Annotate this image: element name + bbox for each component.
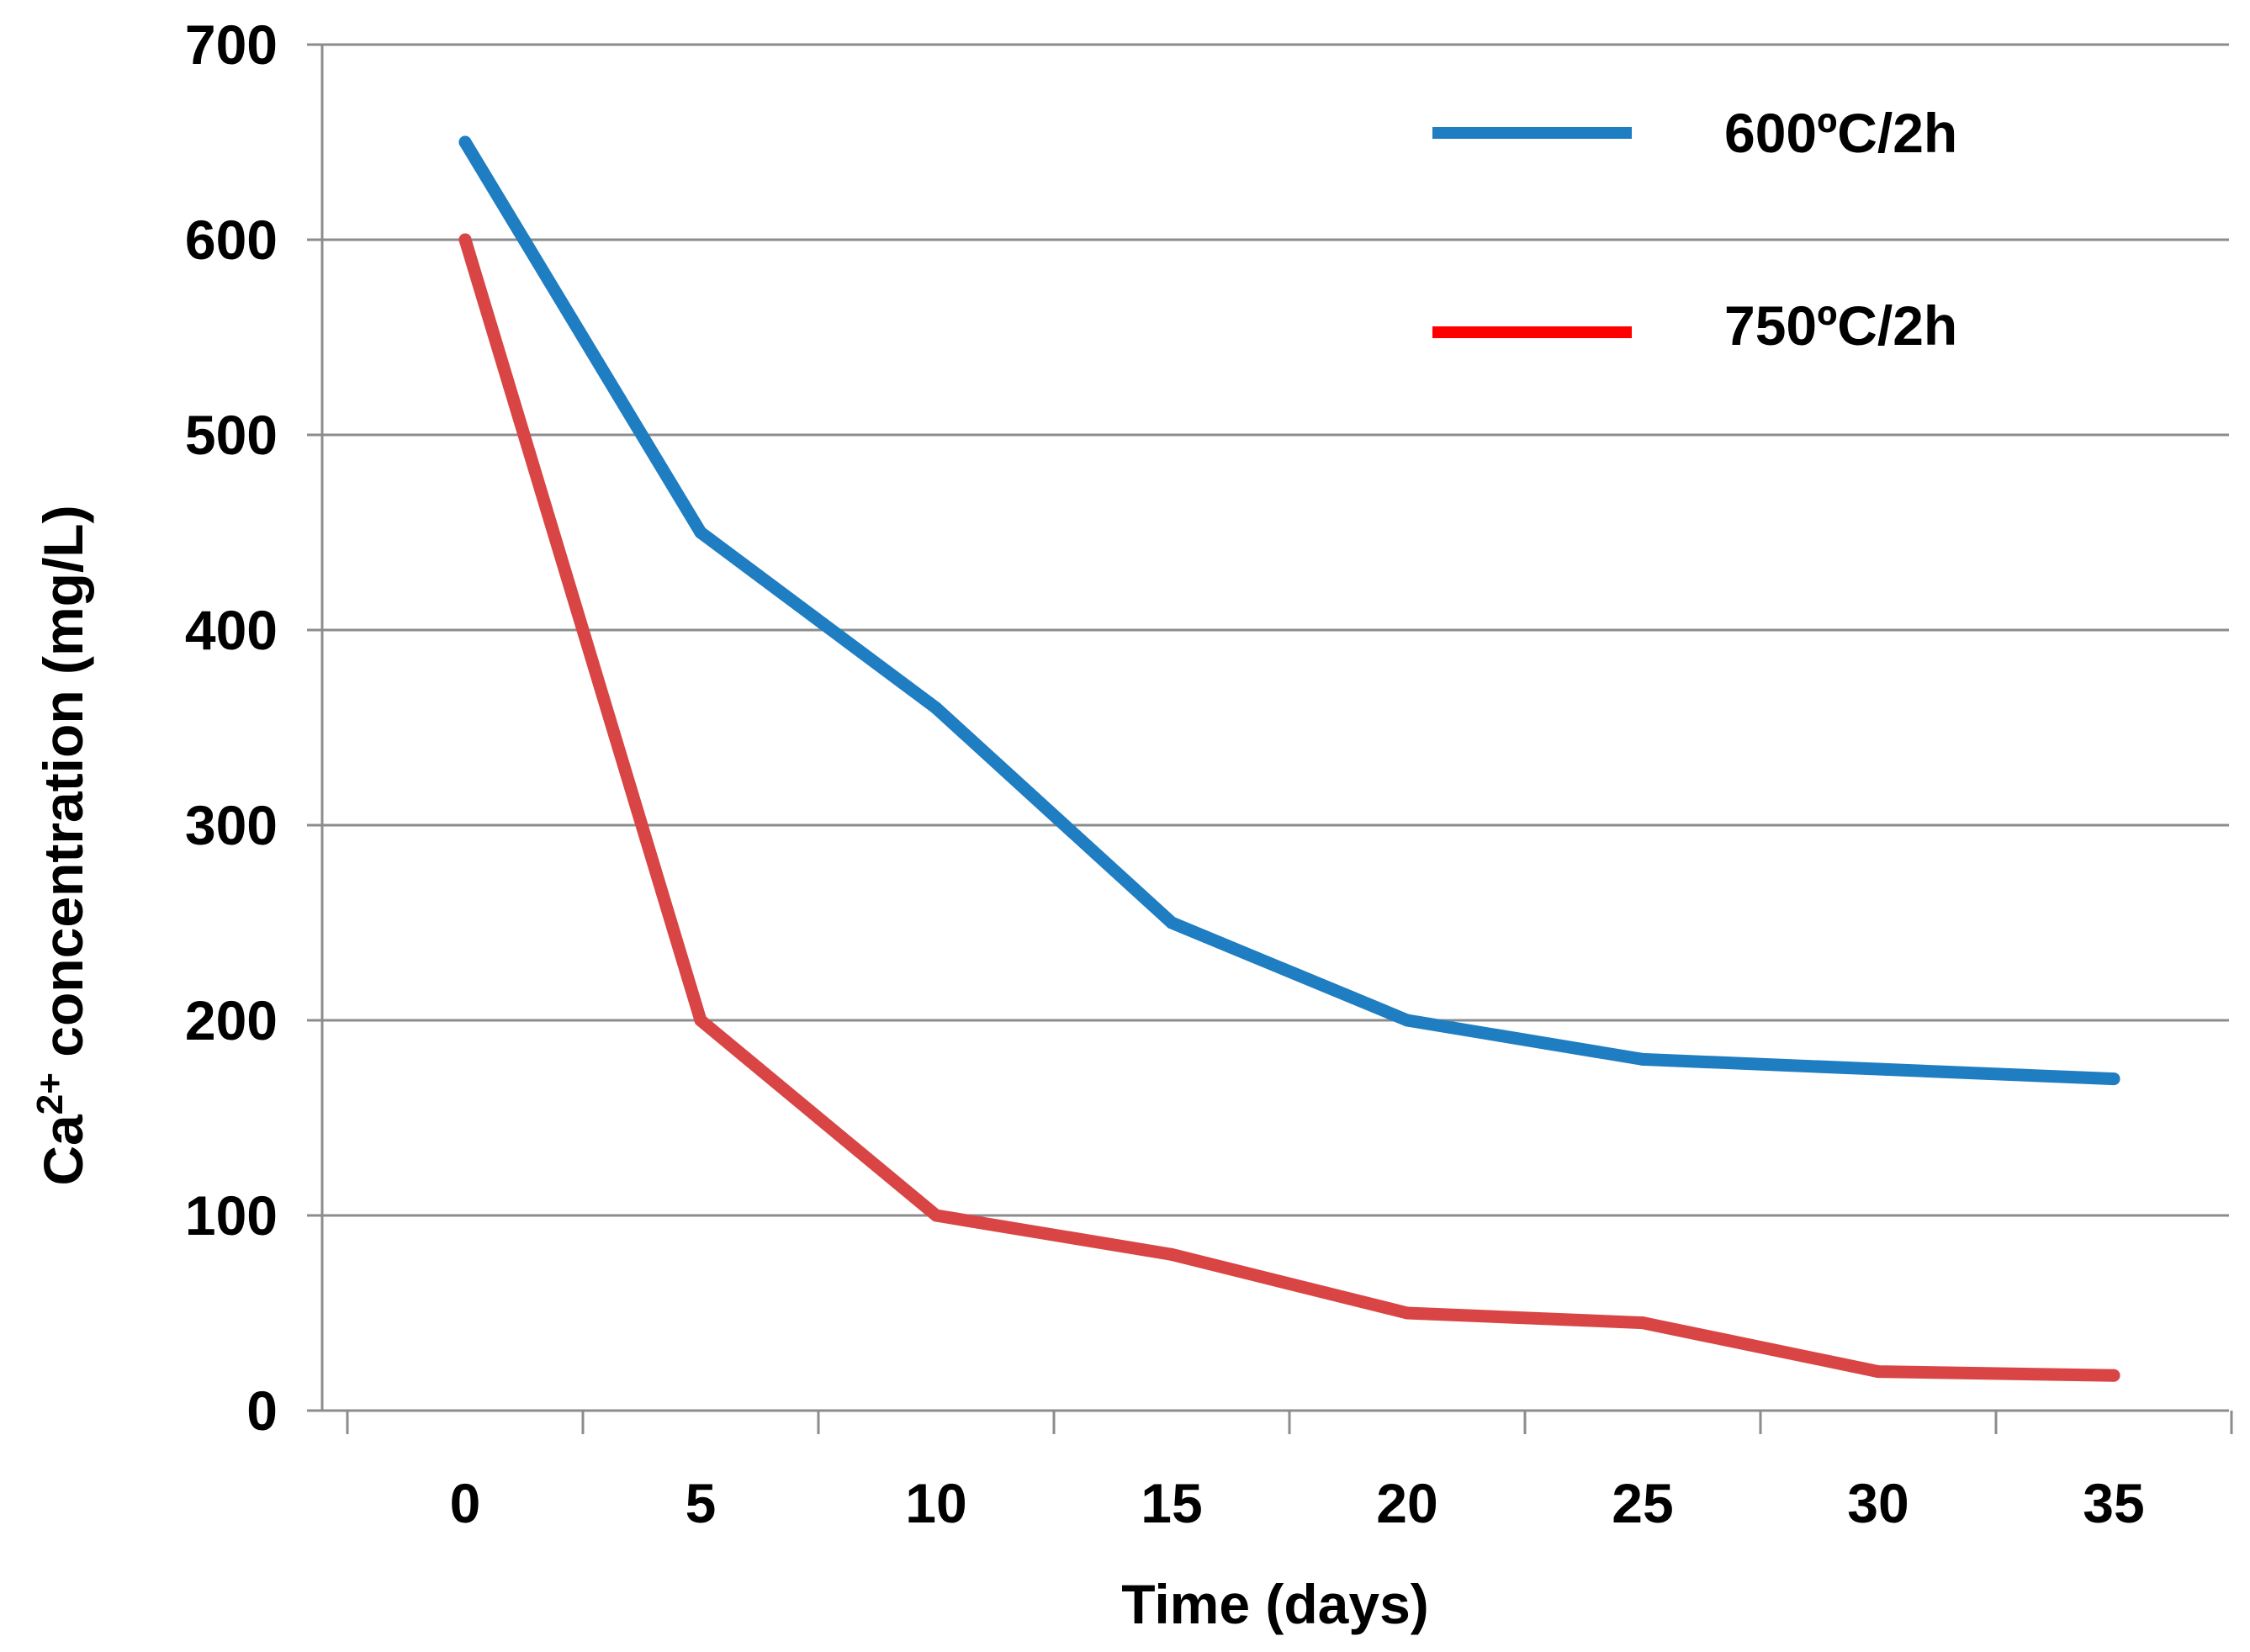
data-point-s0-15 [1165, 916, 1178, 929]
y-tick-label-0: 0 [246, 1379, 278, 1442]
x-tick-label-20: 20 [1376, 1472, 1437, 1534]
data-point-s0-0 [458, 135, 472, 149]
y-axis-title-prefix: Ca [32, 1114, 94, 1186]
data-point-s1-15 [1165, 1247, 1178, 1261]
y-tick-label-600: 600 [185, 209, 278, 271]
y-tick-label-400: 400 [185, 599, 278, 661]
legend-label-600c: 600ºC/2h [1724, 102, 1957, 164]
data-point-s1-10 [929, 1209, 943, 1222]
x-tick-label-5: 5 [686, 1472, 717, 1534]
x-tick-label-30: 30 [1847, 1472, 1909, 1534]
gridlines [307, 43, 2229, 1412]
y-tick-label-100: 100 [185, 1184, 278, 1247]
legend-label-750c: 750ºC/2h [1724, 294, 1957, 357]
data-point-s1-25 [1636, 1316, 1649, 1330]
data-point-s1-35 [2107, 1369, 2120, 1382]
data-point-s1-30 [1871, 1365, 1885, 1379]
series-line-1 [458, 233, 2120, 1382]
y-axis-title: Ca2+ concentration (mg/L) [29, 505, 94, 1185]
x-tick-label-15: 15 [1141, 1472, 1202, 1534]
data-point-s0-20 [1400, 1014, 1414, 1027]
y-axis-title-suffix: concentration (mg/L) [32, 505, 94, 1072]
x-axis-tick-labels: 0 5 10 15 20 25 30 35 [450, 1472, 2145, 1534]
x-tick-label-35: 35 [2083, 1472, 2144, 1534]
data-point-s1-0 [458, 233, 472, 246]
x-axis-title: Time (days) [1121, 1573, 1429, 1635]
y-axis-title-superscript: 2+ [29, 1072, 71, 1115]
y-tick-label-500: 500 [185, 404, 278, 466]
y-tick-label-700: 700 [185, 13, 278, 76]
data-point-s0-30 [1871, 1062, 1885, 1076]
x-tick-label-10: 10 [905, 1472, 966, 1534]
series-line-0 [458, 135, 2120, 1086]
y-tick-label-300: 300 [185, 794, 278, 856]
data-point-s1-5 [694, 1014, 707, 1027]
y-tick-label-200: 200 [185, 989, 278, 1051]
data-point-s0-25 [1636, 1052, 1649, 1066]
y-axis-tick-labels: 0 100 200 300 400 500 600 700 [185, 13, 278, 1442]
legend: 600ºC/2h 750ºC/2h [1432, 102, 1957, 357]
series-lines [458, 135, 2120, 1382]
data-point-s0-35 [2107, 1072, 2120, 1086]
axes [320, 45, 2233, 1434]
x-tick-label-0: 0 [450, 1472, 481, 1534]
data-point-s1-20 [1400, 1306, 1414, 1320]
data-point-s0-5 [694, 526, 707, 539]
x-tick-label-25: 25 [1612, 1472, 1673, 1534]
data-point-s0-10 [929, 702, 943, 715]
